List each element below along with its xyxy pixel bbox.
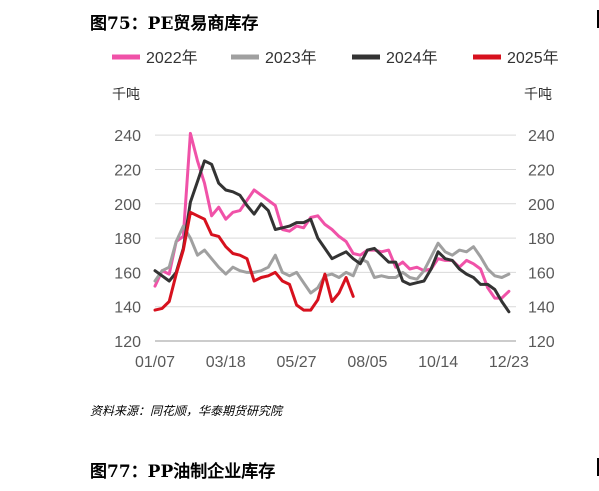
series-line-3 xyxy=(153,159,511,314)
figure-title: 图75：PE贸易商库存 xyxy=(90,14,259,34)
y-tick-label-right: 160 xyxy=(528,265,555,282)
y-tick-label-right: 120 xyxy=(528,334,555,351)
y-tick-label-right: 140 xyxy=(528,300,555,317)
legend-label: 2022年 xyxy=(146,49,198,67)
y-tick-label-right: 180 xyxy=(528,231,555,248)
legend-label: 2024年 xyxy=(386,49,438,67)
x-tick-label: 10/14 xyxy=(418,354,458,371)
next-figure-title: 图77：PP油制企业库存 xyxy=(90,462,276,482)
x-tick-label: 08/05 xyxy=(347,354,387,371)
x-axis-ticks: 01/07 03/18 05/27 08/05 10/14 12/23 xyxy=(135,354,529,371)
page-edge-mark-2 xyxy=(597,458,599,476)
y-axis-ticks: 120 120 140 140 160 160 180 180 200 200 220 220 240 2… xyxy=(114,128,555,351)
x-tick-label: 01/07 xyxy=(135,354,175,371)
y-tick-label-left: 220 xyxy=(114,162,141,179)
y-tick-label-left: 200 xyxy=(114,197,141,214)
x-tick-label: 12/23 xyxy=(489,354,529,371)
y-tick-label-left: 140 xyxy=(114,300,141,317)
series-line-2 xyxy=(153,224,511,295)
y-axis-label-left: 千吨 xyxy=(112,86,140,102)
y-tick-label-left: 180 xyxy=(114,231,141,248)
y-tick-label-left: 160 xyxy=(114,265,141,282)
page-edge-mark xyxy=(597,10,599,28)
legend-label: 2025年 xyxy=(507,49,559,67)
chart-series-lines xyxy=(153,131,511,314)
y-axis-label-right: 千吨 xyxy=(524,86,552,102)
y-tick-label-right: 240 xyxy=(528,128,555,145)
y-tick-label-right: 200 xyxy=(528,197,555,214)
source-note: 资料来源：同花顺，华泰期货研究院 xyxy=(90,404,283,418)
chart-gridlines xyxy=(155,134,516,342)
series-line-4 xyxy=(153,210,355,312)
y-tick-label-right: 220 xyxy=(528,162,555,179)
x-tick-label: 03/18 xyxy=(206,354,246,371)
x-tick-label: 05/27 xyxy=(277,354,317,371)
y-tick-label-left: 120 xyxy=(114,334,141,351)
y-tick-label-left: 240 xyxy=(114,128,141,145)
chart-legend: 2022年 2023年 2024年 2025年 xyxy=(112,49,559,67)
legend-label: 2023年 xyxy=(265,49,317,67)
